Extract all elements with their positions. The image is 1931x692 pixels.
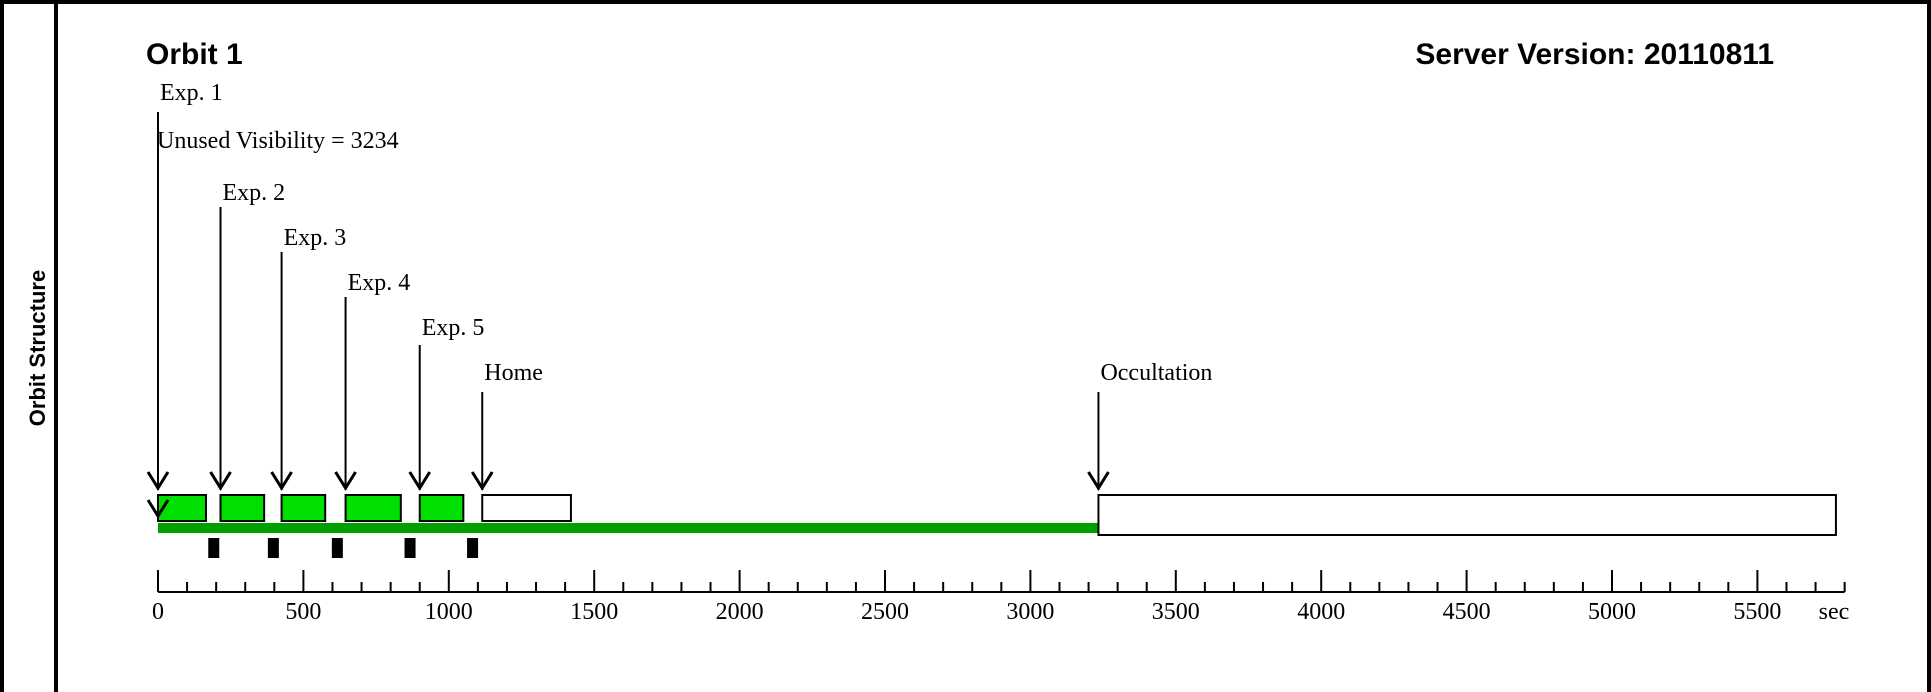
x-tick-label: 2000 [716,599,764,625]
x-tick-label: 5500 [1733,599,1781,625]
x-tick-label: 4000 [1297,599,1345,625]
orbit-title: Orbit 1 [146,38,243,71]
x-tick-label: 0 [152,599,164,625]
event-arrowhead [270,471,293,491]
event-label: Exp. 3 [284,225,347,251]
exposure-block [157,494,207,522]
readout-marker [467,538,479,558]
exposure-block [219,494,266,522]
home-block [481,494,572,522]
x-tick-label: 4500 [1443,599,1491,625]
x-tick-label: 1000 [425,599,473,625]
side-divider [54,0,58,692]
readout-marker [404,538,416,558]
event-arrowhead [408,471,431,491]
event-label: Exp. 1 [160,80,223,106]
x-tick-label: 1500 [570,599,618,625]
event-arrowhead [146,471,170,491]
readout-marker [331,538,343,558]
exposure-block [344,494,402,522]
exposure-block [280,494,327,522]
event-arrowhead [1087,471,1110,491]
server-version: Server Version: 20110811 [1415,38,1774,71]
event-arrowhead [146,499,170,519]
x-tick-label: 500 [285,599,321,625]
event-arrowhead [209,471,232,491]
event-label: Occultation [1100,360,1212,386]
x-tick-label: 5000 [1588,599,1636,625]
event-label: Exp. 5 [422,315,485,341]
readout-marker [267,538,279,558]
exposure-block [418,494,465,522]
x-tick-label: 3500 [1152,599,1200,625]
event-label: Exp. 2 [223,180,286,206]
event-label: Home [484,360,543,386]
visibility-bar [158,523,1099,533]
x-axis-unit: sec [1819,599,1850,625]
x-tick-label: 2500 [861,599,909,625]
x-tick-label: 3000 [1006,599,1054,625]
event-label: Exp. 4 [348,270,411,296]
event-arrowhead [470,471,494,491]
unused-visibility-label: Unused Visibility = 3234 [157,128,399,154]
readout-marker [208,538,220,558]
occultation-block [1097,494,1837,536]
event-arrowhead [334,471,357,491]
